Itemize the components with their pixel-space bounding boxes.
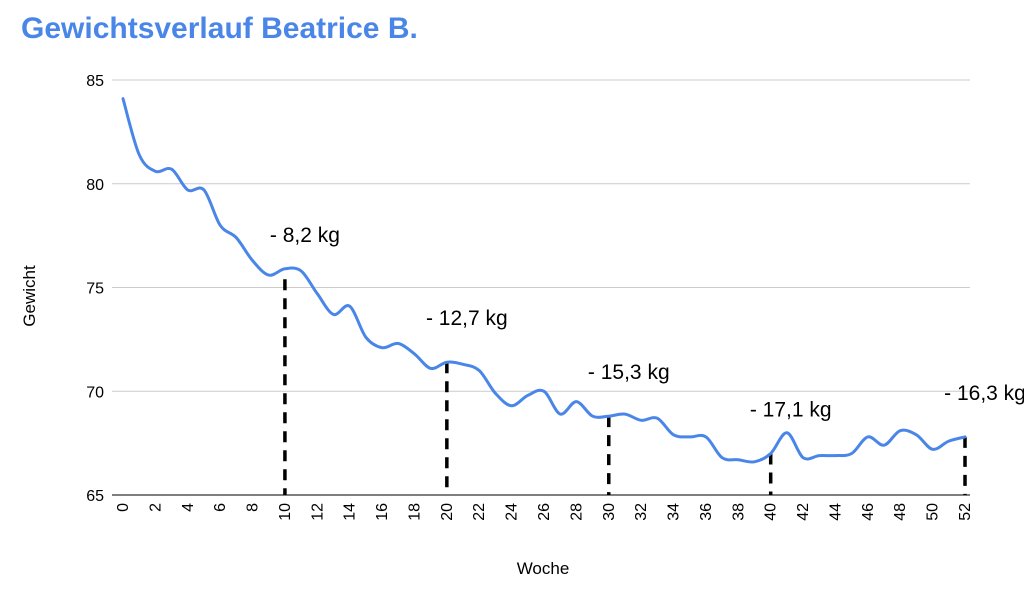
x-tick-label: 26: [536, 503, 553, 521]
milestone-label: - 12,7 kg: [426, 307, 508, 330]
grid-lines: [112, 79, 970, 392]
x-tick-label: 28: [568, 503, 585, 521]
x-tick-label: 36: [698, 503, 715, 521]
y-tick-label: 65: [86, 488, 104, 505]
milestone-label: - 16,3 kg: [944, 382, 1024, 405]
x-tick-label: 8: [245, 503, 262, 512]
x-tick-label: 4: [180, 503, 197, 512]
milestone-labels: - 8,2 kg - 12,7 kg - 15,3 kg - 17,1 kg - 16,…: [270, 224, 1024, 421]
x-tick-label: 34: [666, 503, 683, 521]
x-tick-label: 50: [925, 503, 942, 521]
x-tick-label: 10: [277, 503, 294, 521]
y-axis-title: Gewicht: [20, 265, 39, 327]
x-tick-label: 20: [439, 503, 456, 521]
x-tick-label: 30: [601, 503, 618, 521]
x-tick-label: 22: [471, 503, 488, 521]
weight-series-line: [121, 97, 967, 464]
milestone-markers: [283, 279, 967, 495]
chart-title: Gewichtsverlauf Beatrice B.: [21, 12, 418, 45]
x-tick-label: 38: [730, 503, 747, 521]
y-tick-label: 85: [86, 73, 104, 90]
milestone-label: - 17,1 kg: [750, 399, 832, 422]
x-tick-label: 24: [504, 503, 521, 521]
y-axis-ticks: 65 70 75 80 85: [86, 73, 104, 505]
y-tick-label: 75: [86, 281, 104, 298]
x-tick-label: 42: [795, 503, 812, 521]
x-tick-label: 52: [957, 503, 974, 521]
x-tick-label: 46: [860, 503, 877, 521]
milestone-label: - 15,3 kg: [588, 361, 670, 384]
x-tick-label: 40: [763, 503, 780, 521]
x-tick-label: 32: [633, 503, 650, 521]
x-tick-label: 12: [309, 503, 326, 521]
x-tick-label: 16: [374, 503, 391, 521]
x-axis-title: Woche: [517, 559, 570, 578]
milestone-label: - 8,2 kg: [270, 224, 340, 247]
y-tick-label: 80: [86, 177, 104, 194]
x-tick-label: 6: [212, 503, 229, 512]
x-axis-ticks: 0 2 4 6 8 10 12 14 16 18 20 22 24 26 28 30 32 34 36 38 40 42 4…: [115, 503, 974, 521]
x-tick-label: 14: [342, 503, 359, 521]
x-tick-label: 0: [115, 503, 132, 512]
x-tick-label: 44: [827, 503, 844, 521]
y-tick-label: 70: [86, 384, 104, 401]
x-tick-label: 18: [406, 503, 423, 521]
x-tick-label: 2: [147, 503, 164, 512]
x-tick-label: 48: [892, 503, 909, 521]
